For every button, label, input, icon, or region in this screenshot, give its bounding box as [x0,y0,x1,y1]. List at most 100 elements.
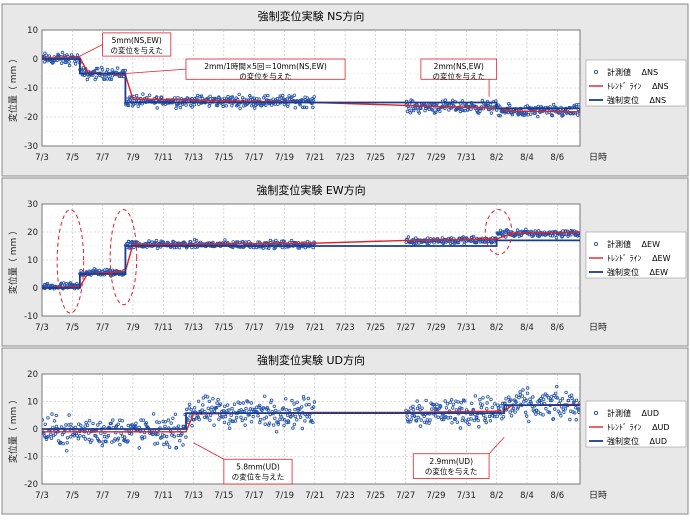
measured-point [252,106,257,110]
x-tick-label: 7/3 [35,153,49,163]
x-tick-label: 7/11 [154,153,173,163]
measured-point [430,407,434,411]
measured-point [279,95,283,100]
measured-point [174,106,178,111]
measured-point [483,240,487,244]
measured-point [285,104,290,108]
measured-point [67,63,72,68]
measured-point [178,439,182,443]
measured-point [549,395,553,399]
measured-point [133,424,138,429]
measured-point [448,415,453,420]
measured-point [87,269,91,273]
annotation-box [412,453,490,479]
x-tick-label: 7/9 [126,491,140,501]
measured-point [167,445,172,449]
measured-point [300,405,304,409]
annotation-box [185,58,346,80]
measured-point [558,411,562,415]
measured-point [225,403,230,407]
measured-point [100,68,105,72]
measured-point [232,402,237,406]
measured-point [72,434,76,438]
x-tick-label: 7/25 [366,153,385,163]
measured-point [489,111,494,115]
measured-point [292,93,297,97]
measured-point [44,53,48,57]
measured-point [216,397,220,402]
measured-point [67,413,71,417]
measured-point [550,113,555,118]
x-tick-label: 7/7 [96,323,110,333]
x-tick-label: 7/15 [214,153,233,163]
panel-1: 強制変位実験 NS方向 7/3 7/5 7/7 7/9 7/11 7/13 7/15 7/17 7… [1,3,689,177]
measured-point [497,113,501,118]
measured-point [96,423,100,427]
measured-point [434,407,438,411]
measured-point [451,402,456,407]
annotation-text: の変位を与えた [239,71,292,81]
measured-point [85,423,90,427]
measured-point [198,94,202,99]
measured-point [249,420,254,424]
measured-point [499,404,503,408]
measured-point [264,415,269,419]
measured-point [100,443,104,448]
measured-point [298,407,302,411]
annotation-box [420,58,498,80]
legend-label: ﾄﾚﾝﾄﾞ ﾗｲﾝ ΔEW [607,254,671,263]
x-tick-label: 7/13 [184,491,203,501]
measured-point [194,238,199,243]
measured-point [59,61,64,65]
measured-point [413,414,417,418]
measured-point [230,406,234,411]
measured-point [224,104,228,108]
measured-point [525,414,529,418]
measured-point [218,402,223,406]
measured-point [205,395,210,399]
legend-marker-points [593,69,599,75]
measured-point [486,395,490,399]
measured-point [240,418,244,423]
measured-point [462,240,467,244]
measured-point [570,396,574,401]
measured-point [126,103,131,108]
annotation-text: 2.9mm(UD) [429,457,473,466]
measured-point [485,401,489,405]
measured-point [205,416,209,420]
measured-point [94,66,99,71]
legend: 計測値 ΔNS ﾄﾚﾝﾄﾞ ﾗｲﾝ ΔNS 強制変位 ΔNS [585,59,687,107]
measured-point [43,422,47,426]
measured-point [267,421,272,425]
measured-point [42,418,44,422]
measured-point [307,402,311,407]
measured-point [276,422,280,426]
measured-point [415,399,419,403]
y-axis-label: 変位量（ mm ） [7,54,19,122]
x-tick-label: 7/21 [305,153,324,163]
measured-point [184,103,188,107]
measured-point [42,60,47,64]
measured-point [67,60,71,64]
measured-point [298,415,303,419]
measured-point [255,405,259,409]
measured-point [261,406,266,410]
measured-point [448,400,452,404]
measured-point [221,409,226,413]
measured-point [500,417,504,421]
measured-point [208,418,212,422]
measured-point [293,407,297,412]
measured-point [239,415,243,419]
measured-point [473,394,478,398]
measured-point [104,439,108,444]
measured-point [290,95,294,99]
measured-point [60,50,65,55]
measured-point [61,441,65,446]
measured-point [163,424,167,429]
measured-point [116,436,121,440]
measured-point [539,401,544,405]
measured-point [291,426,295,430]
measured-point [427,241,431,245]
